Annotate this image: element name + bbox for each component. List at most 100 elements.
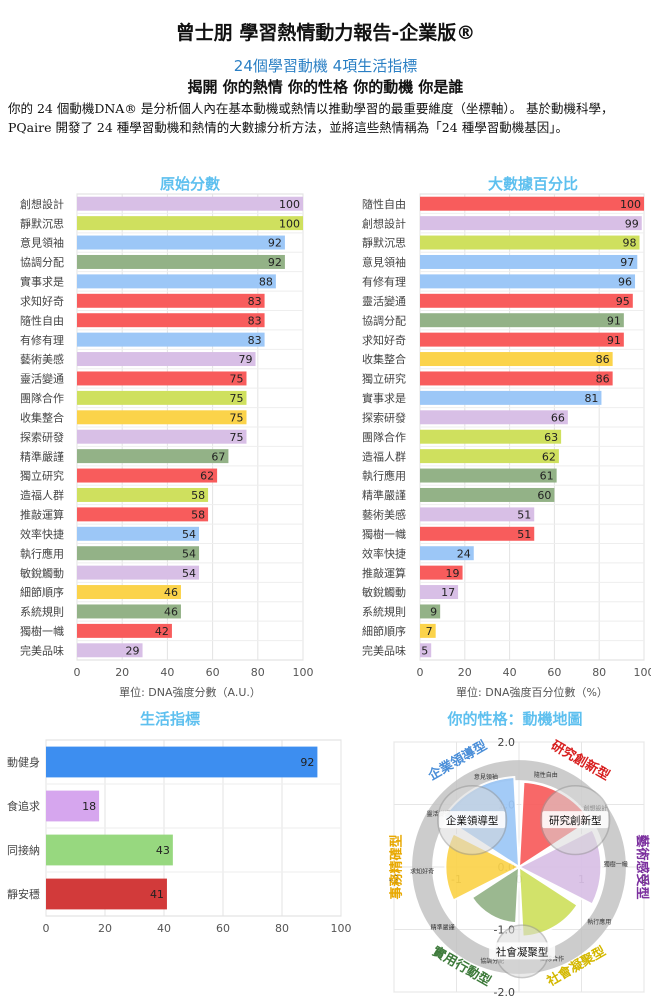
value-label: 86	[596, 373, 610, 386]
motivation-map-title: 你的性格：動機地圖	[447, 710, 583, 728]
value-label: 54	[182, 528, 196, 541]
value-label: 81	[584, 392, 598, 405]
bar	[77, 643, 143, 658]
value-label: 46	[164, 586, 178, 599]
value-label: 19	[446, 567, 460, 580]
category-label: 獨立研究	[20, 469, 64, 483]
value-label: 91	[607, 314, 621, 327]
value-label: 51	[517, 528, 531, 541]
category-label: 推敲運算	[362, 566, 406, 580]
value-label: 66	[551, 411, 565, 424]
map-x-tick: 2	[641, 873, 648, 886]
bar	[420, 332, 624, 347]
value-label: 91	[607, 334, 621, 347]
ring-label: 求知好奇	[410, 867, 434, 875]
ring-label: 協調分配	[480, 957, 504, 965]
category-label: 靈活變通	[20, 372, 64, 386]
category-label: 細節順序	[20, 585, 64, 599]
ring-label: 精準嚴謹	[431, 924, 455, 932]
bar	[420, 196, 644, 211]
bar	[420, 468, 557, 483]
category-label: 實事求是	[20, 275, 64, 289]
map-y-tick: 2.0	[498, 736, 516, 749]
x-tick-label: 40	[157, 922, 171, 935]
category-label: 獨樹一幟	[20, 624, 64, 638]
ring-label: 意見領袖	[474, 773, 498, 781]
motivation-map-chart: -2-2.0-1-1.000.011.022.0研究創新型藝術感受型社會凝聚型實…	[388, 736, 650, 999]
value-label: 43	[156, 844, 170, 857]
category-label: 系統規則	[20, 605, 64, 619]
cluster-label: 研究創新型	[549, 814, 602, 827]
category-label: 意見領袖	[20, 236, 64, 250]
bar	[420, 254, 638, 269]
x-axis-label: 單位: DNA強度分數（A.U.）	[119, 685, 261, 699]
category-label: 精準嚴謹	[362, 488, 406, 502]
value-label: 95	[616, 295, 630, 308]
bar	[46, 834, 173, 866]
value-label: 29	[126, 644, 140, 657]
category-label: 效率快捷	[362, 546, 406, 560]
bar	[420, 623, 436, 638]
category-label: 探索研發	[20, 430, 64, 444]
cluster-label-bg	[542, 811, 609, 829]
life-index-chart-title: 生活指標	[139, 710, 200, 728]
value-label: 100	[279, 217, 300, 230]
map-y-tick: -2.0	[494, 986, 515, 999]
category-label: 意見領袖	[362, 255, 406, 269]
bar	[77, 468, 218, 483]
category-label: 推敲運算	[20, 508, 64, 522]
percentile-chart-title: 大數據百分比	[487, 175, 578, 193]
category-label: 執行應用	[362, 469, 406, 483]
cluster-label-bg	[489, 942, 556, 960]
bar	[420, 487, 555, 502]
value-label: 18	[82, 800, 96, 813]
category-label: 精準嚴謹	[20, 449, 64, 463]
category-label: 求知好奇	[362, 333, 406, 347]
value-label: 61	[540, 470, 554, 483]
value-label: 99	[625, 217, 639, 230]
value-label: 75	[230, 392, 244, 405]
x-tick-label: 100	[293, 666, 314, 679]
value-label: 75	[230, 431, 244, 444]
value-label: 9	[430, 606, 437, 619]
value-label: 100	[279, 198, 300, 211]
x-tick-label: 0	[74, 666, 81, 679]
value-label: 62	[542, 450, 556, 463]
bar	[77, 565, 200, 580]
percentile-chart: 020406080100隨性自由100創想設計99靜默沉思98意見領袖97有修有…	[362, 193, 651, 699]
value-label: 54	[182, 567, 196, 580]
value-label: 75	[230, 411, 244, 424]
bar	[77, 507, 209, 522]
category-label: 探索研發	[362, 410, 406, 424]
bar	[420, 429, 562, 444]
value-label: 79	[239, 353, 253, 366]
x-tick-label: 100	[331, 922, 352, 935]
category-label: 團隊合作	[362, 430, 406, 444]
category-label: 食追求	[7, 799, 40, 813]
x-tick-label: 0	[43, 922, 50, 935]
x-axis-label: 單位: DNA強度百分位數（%）	[456, 685, 608, 699]
bar	[77, 196, 303, 211]
value-label: 92	[268, 237, 282, 250]
value-label: 63	[544, 431, 558, 444]
value-label: 51	[517, 509, 531, 522]
value-label: 98	[623, 237, 637, 250]
bar	[420, 565, 463, 580]
bar	[420, 352, 613, 367]
bar	[420, 410, 568, 425]
report-title: 曾士朋 學習熱情動力報告-企業版®	[175, 22, 476, 44]
category-label: 動健身	[7, 755, 40, 769]
value-label: 100	[620, 198, 641, 211]
bar	[77, 371, 247, 386]
ring-label: 隨性自由	[534, 771, 558, 779]
category-label: 敏銳觸動	[20, 566, 64, 580]
bar	[77, 487, 209, 502]
report-subtitle: 24個學習動機 4項生活指標	[233, 57, 418, 75]
x-tick-label: 80	[251, 666, 265, 679]
x-tick-label: 40	[160, 666, 174, 679]
x-tick-label: 80	[592, 666, 606, 679]
value-label: 42	[155, 625, 169, 638]
category-label: 有修有理	[20, 333, 64, 347]
bar	[420, 293, 633, 308]
value-label: 54	[182, 547, 196, 560]
